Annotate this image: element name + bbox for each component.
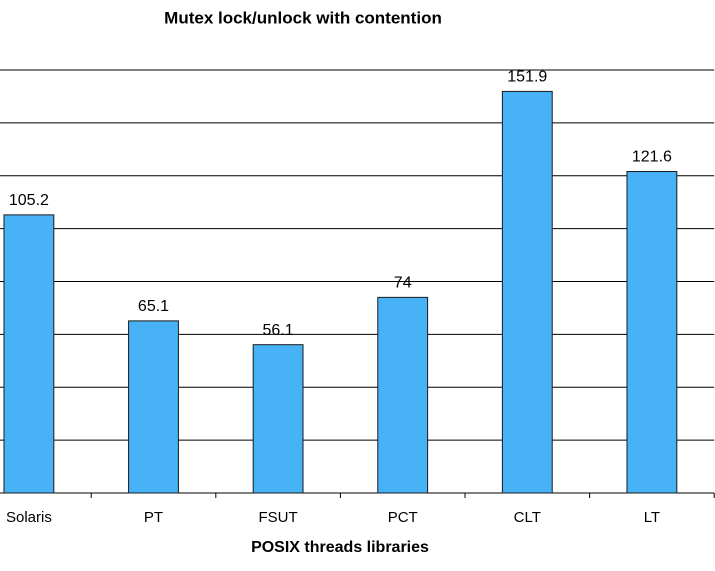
bar [377, 296, 429, 494]
x-tick-label: FSUT [259, 509, 298, 526]
x-tick-label: LT [644, 509, 660, 526]
data-label: 105.2 [9, 192, 49, 209]
x-tick-label: PT [144, 509, 163, 526]
x-tick-label: CLT [514, 509, 541, 526]
x-tick-label: Solaris [6, 509, 52, 526]
bar [626, 171, 678, 494]
data-label: 74 [394, 275, 412, 292]
bar [128, 320, 179, 494]
data-label: 121.6 [632, 149, 672, 166]
chart-title: Mutex lock/unlock with contention [164, 8, 442, 27]
data-label: 56.1 [263, 322, 294, 339]
bar [252, 344, 304, 494]
x-tick-label: PCT [388, 509, 418, 526]
data-label: 65.1 [138, 298, 169, 315]
bar [3, 214, 55, 494]
data-label: 151.9 [507, 69, 547, 86]
bar [501, 90, 553, 494]
x-axis-title: POSIX threads libraries [251, 539, 429, 556]
